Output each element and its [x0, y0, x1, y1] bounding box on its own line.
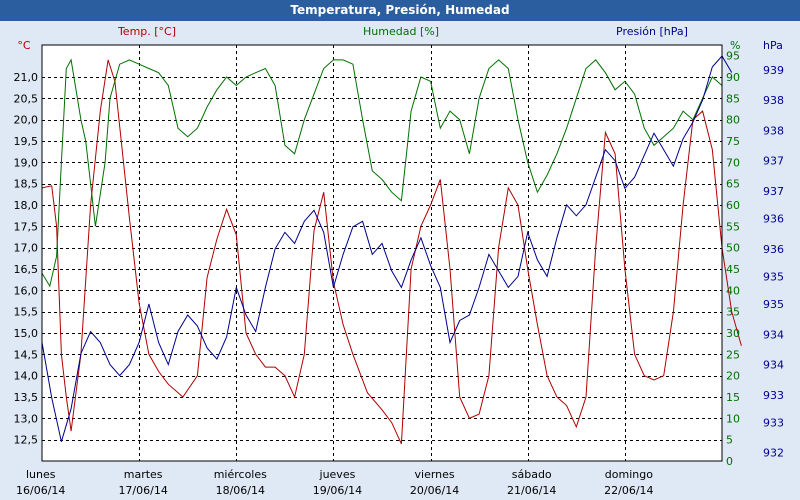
- plot-frame: [41, 44, 723, 462]
- x-date-label: 19/06/14: [313, 484, 362, 497]
- x-date-label: 21/06/14: [507, 484, 556, 497]
- grid-layer: [42, 45, 722, 461]
- humidity-tick-label: 5: [726, 434, 733, 447]
- pressure-tick-label: 933: [763, 416, 784, 429]
- temp-tick-label: 21,0: [14, 71, 39, 84]
- temperature-line: [41, 59, 742, 445]
- temp-tick-label: 20,5: [14, 92, 39, 105]
- pressure-tick-label: 933: [763, 389, 784, 402]
- x-date-label: 16/06/14: [16, 484, 65, 497]
- pressure-line: [41, 55, 733, 442]
- x-date-label: 17/06/14: [118, 484, 167, 497]
- plot-area: [42, 45, 722, 461]
- humidity-tick-label: 80: [726, 114, 740, 127]
- x-day-label: domingo: [605, 468, 653, 481]
- pressure-tick-label: 937: [763, 155, 784, 168]
- humidity-tick-label: 15: [726, 391, 740, 404]
- temp-tick-label: 16,5: [14, 263, 39, 276]
- humidity-tick-label: 90: [726, 71, 740, 84]
- temp-tick-label: 14,0: [14, 370, 39, 383]
- humidity-tick-label: 95: [726, 50, 740, 63]
- x-day-label: martes: [124, 468, 163, 481]
- pressure-tick-label: 938: [763, 124, 784, 137]
- label-layer: 12,5 13,0 13,5 14,0 14,5 15,0 15,5 16,0 16,5 17,0…: [14, 25, 785, 497]
- pressure-unit-label: hPa: [763, 39, 783, 52]
- series-layer: [41, 55, 742, 445]
- temp-tick-label: 14,5: [14, 348, 39, 361]
- humidity-tick-label: 10: [726, 412, 740, 425]
- pressure-tick-label: 937: [763, 185, 784, 198]
- temp-tick-label: 18,0: [14, 199, 39, 212]
- x-day-label: miércoles: [214, 468, 267, 481]
- temp-tick-label: 15,0: [14, 327, 39, 340]
- humidity-tick-label: 65: [726, 178, 740, 191]
- x-day-label: jueves: [319, 468, 356, 481]
- temp-tick-label: 13,5: [14, 391, 39, 404]
- x-date-label: 20/06/14: [410, 484, 459, 497]
- humidity-tick-label: 30: [726, 327, 740, 340]
- humidity-tick-label: 50: [726, 242, 740, 255]
- temp-tick-label: 19,5: [14, 135, 39, 148]
- temp-tick-label: 17,5: [14, 220, 39, 233]
- pressure-tick-label: 938: [763, 94, 784, 107]
- pressure-tick-label: 936: [763, 213, 784, 226]
- humidity-tick-label: 75: [726, 135, 740, 148]
- pressure-tick-label: 932: [763, 447, 784, 460]
- pressure-tick-label: 935: [763, 270, 784, 283]
- humidity-tick-label: 70: [726, 156, 740, 169]
- pressure-tick-label: 939: [763, 64, 784, 77]
- pressure-tick-label: 934: [763, 359, 784, 372]
- x-day-label: lunes: [26, 468, 56, 481]
- temp-tick-label: 19,0: [14, 156, 39, 169]
- x-date-label: 18/06/14: [216, 484, 265, 497]
- temp-tick-label: 13,0: [14, 412, 39, 425]
- x-day-label: viernes: [415, 468, 455, 481]
- temp-tick-label: 12,5: [14, 434, 39, 447]
- x-day-label: sábado: [512, 468, 552, 481]
- chart-title: Temperatura, Presión, Humedad: [0, 0, 800, 21]
- temp-tick-label: 16,0: [14, 284, 39, 297]
- humidity-tick-label: 35: [726, 306, 740, 319]
- pressure-series-label: Presión [hPa]: [616, 25, 688, 38]
- temp-tick-label: 18,5: [14, 178, 39, 191]
- temp-unit-label: °C: [17, 39, 31, 52]
- temp-tick-label: 15,5: [14, 306, 39, 319]
- temp-series-label: Temp. [°C]: [117, 25, 176, 38]
- humidity-tick-label: 20: [726, 370, 740, 383]
- humidity-unit-label: %: [730, 39, 740, 52]
- x-date-label: 22/06/14: [604, 484, 653, 497]
- humidity-series-label: Humedad [%]: [363, 25, 439, 38]
- pressure-tick-label: 936: [763, 243, 784, 256]
- humidity-tick-label: 55: [726, 220, 740, 233]
- humidity-line: [41, 58, 723, 288]
- humidity-tick-label: 45: [726, 263, 740, 276]
- humidity-tick-label: 25: [726, 348, 740, 361]
- humidity-tick-label: 60: [726, 199, 740, 212]
- pressure-tick-label: 934: [763, 328, 784, 341]
- humidity-tick-label: 40: [726, 284, 740, 297]
- temp-tick-label: 17,0: [14, 242, 39, 255]
- humidity-tick-label: 0: [726, 455, 733, 468]
- temp-tick-label: 20,0: [14, 114, 39, 127]
- humidity-tick-label: 85: [726, 92, 740, 105]
- pressure-tick-label: 935: [763, 298, 784, 311]
